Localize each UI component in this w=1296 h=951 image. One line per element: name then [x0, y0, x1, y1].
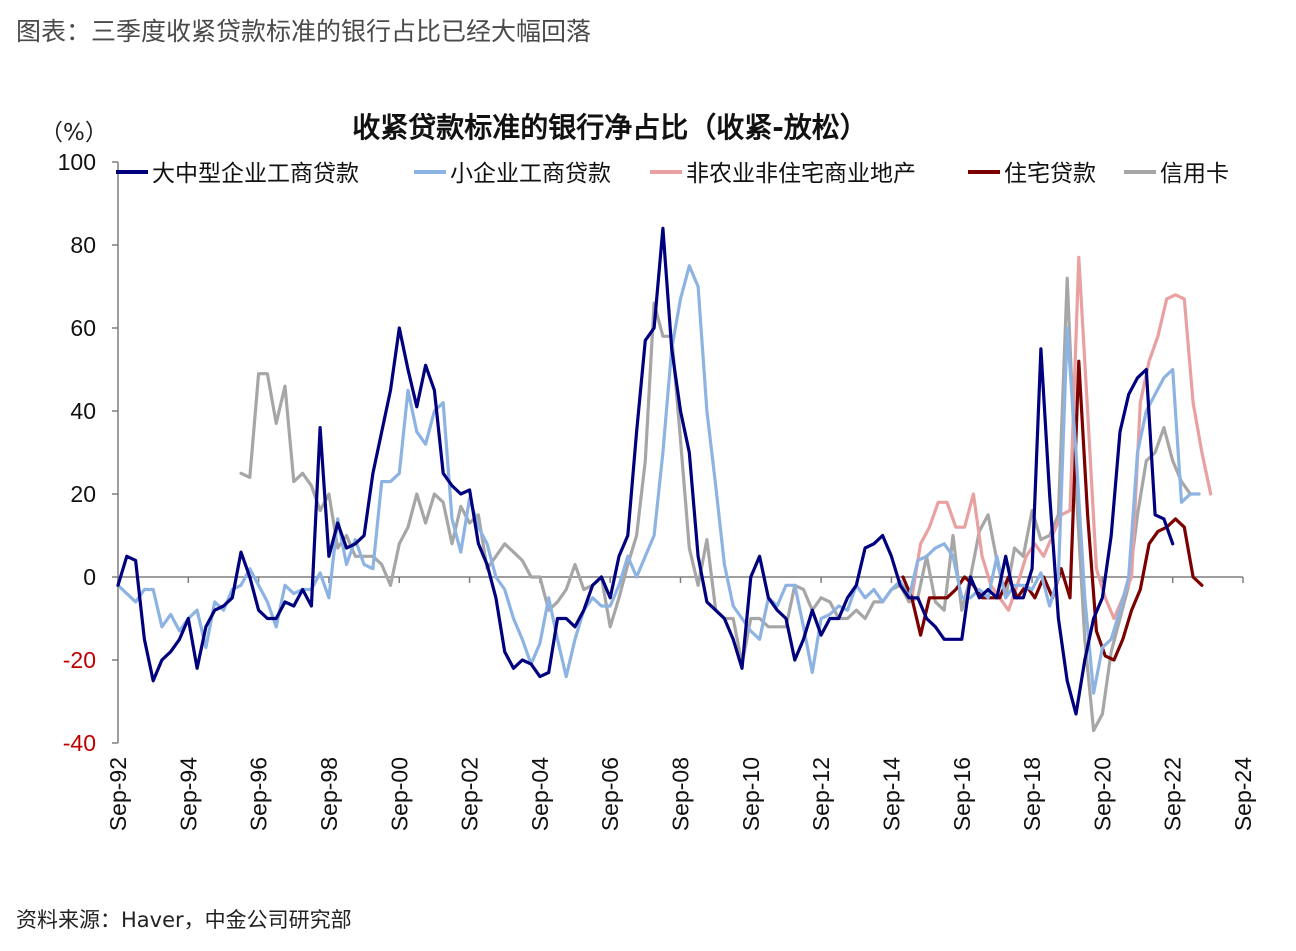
source-note: 资料来源：Haver，中金公司研究部: [16, 908, 352, 932]
x-tick-label: Sep-18: [1019, 757, 1045, 831]
x-tick-label: Sep-16: [949, 757, 975, 831]
y-tick-label: 60: [70, 315, 96, 341]
x-tick-label: Sep-24: [1230, 757, 1256, 831]
figure-caption: 图表：三季度收紧贷款标准的银行占比已经大幅回落: [16, 17, 592, 46]
y-tick-label: -20: [63, 647, 96, 673]
legend-label-4: 信用卡: [1160, 161, 1229, 187]
x-tick-label: Sep-06: [597, 757, 623, 831]
y-tick-label: 80: [70, 232, 96, 258]
x-tick-label: Sep-12: [808, 757, 834, 831]
series-line-4: [116, 226, 1175, 716]
y-tick-label: 20: [70, 481, 96, 507]
axes: 100 80 60 40 20 0 -20 -40 Sep-92 Sep-94 Sep-96 Sep-…: [58, 149, 1256, 831]
legend-label-0: 大中型企业工商贷款: [152, 161, 359, 187]
x-tick-label: Sep-20: [1089, 757, 1115, 831]
series-line-0: [239, 276, 1192, 733]
y-tick-label: -40: [63, 730, 96, 756]
x-tick-label: Sep-14: [878, 757, 904, 831]
y-tick-label: 100: [58, 149, 96, 175]
x-tick-label: Sep-02: [457, 757, 483, 831]
y-tick-label: 0: [83, 564, 96, 590]
legend: 大中型企业工商贷款 小企业工商贷款 非农业非住宅商业地产 住宅贷款 信用卡: [116, 161, 1229, 187]
y-tick-label: 40: [70, 398, 96, 424]
x-tick-label: Sep-04: [527, 757, 553, 831]
x-tick-label: Sep-98: [316, 757, 342, 831]
x-tick-label: Sep-00: [386, 757, 412, 831]
legend-label-3: 住宅贷款: [1004, 161, 1096, 187]
y-axis-unit: （%）: [40, 120, 108, 146]
series-line-1: [901, 255, 1213, 621]
x-tick-label: Sep-10: [738, 757, 764, 831]
legend-label-2: 非农业非住宅商业地产: [686, 161, 916, 187]
series-line-3: [116, 264, 1201, 695]
x-tick-label: Sep-94: [175, 757, 201, 831]
legend-label-1: 小企业工商贷款: [450, 161, 611, 187]
series-line-2: [901, 359, 1204, 662]
x-tick-label: Sep-96: [246, 757, 272, 831]
series-layer: [116, 226, 1213, 733]
x-tick-label: Sep-08: [668, 757, 694, 831]
x-tick-label: Sep-22: [1160, 757, 1186, 831]
chart-title: 收紧贷款标准的银行净占比（收紧-放松）: [352, 111, 868, 144]
x-tick-label: Sep-92: [105, 757, 131, 831]
